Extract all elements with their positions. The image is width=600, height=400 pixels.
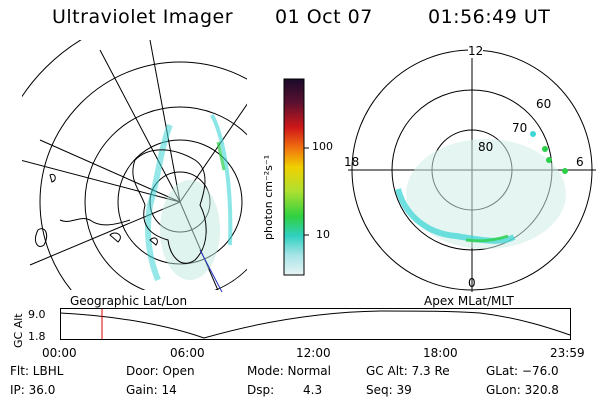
- aurora-oval-geo: [145, 123, 173, 282]
- colorbar-unit-label: photon cm⁻²s⁻¹: [262, 154, 275, 240]
- aurora-diffuse-apex: [406, 139, 566, 249]
- meridian: [99, 49, 181, 203]
- status-glon: GLon: 320.8: [486, 383, 559, 397]
- status-filter: Flt: LBHL: [10, 364, 64, 378]
- colorbar: [283, 78, 309, 276]
- status-ip: IP: 36.0: [10, 383, 56, 397]
- mlat-label-60: 60: [536, 97, 552, 111]
- alt-xtick-1200: 12:00: [296, 346, 331, 360]
- aurora-spot: [542, 146, 548, 152]
- altitude-plot: [60, 308, 571, 340]
- status-dsp-value: 4.3: [303, 383, 323, 397]
- apex-caption: Apex MLat/MLT: [424, 294, 514, 308]
- aurora-spot: [562, 168, 568, 174]
- mlat-label-70: 70: [512, 121, 528, 135]
- alt-xtick-0600: 06:00: [170, 346, 205, 360]
- alt-xtick-1800: 18:00: [423, 346, 458, 360]
- alt-xtick-0000: 00:00: [42, 346, 77, 360]
- lat-circle: [22, 40, 82, 98]
- status-dsp-label: Dsp:: [247, 383, 275, 397]
- mlt-label-0: 0: [468, 276, 476, 290]
- aurora-spot: [530, 131, 536, 137]
- geographic-map: [22, 40, 247, 293]
- meridian: [29, 201, 181, 266]
- colorbar-tick-10: 10: [316, 228, 330, 241]
- lat-circle: [84, 106, 247, 290]
- image-time: 01:56:49 UT: [428, 6, 551, 28]
- colorbar-tick-100: 100: [312, 140, 333, 153]
- status-door: Door: Open: [126, 364, 195, 378]
- aurora-spot: [546, 157, 552, 163]
- aurora-oval-apex: [395, 188, 516, 244]
- mlat-label-80: 80: [478, 140, 494, 154]
- meridian: [149, 40, 181, 203]
- aurora-green-patch: [216, 141, 226, 171]
- alt-xtick-2359: 23:59: [550, 346, 585, 360]
- geographic-caption: Geographic Lat/Lon: [70, 294, 188, 308]
- coastline-island: [49, 173, 56, 183]
- mlt-label-6: 6: [576, 155, 584, 169]
- alt-plot-ylabel: GC Alt: [12, 313, 25, 348]
- altitude-curve: [60, 310, 571, 339]
- status-gain: Gain: 14: [126, 383, 177, 397]
- lat-circle: [39, 61, 247, 290]
- status-glat: GLat: −76.0: [486, 364, 559, 378]
- satellite-track: [199, 249, 223, 293]
- mlt-label-12: 12: [468, 44, 484, 58]
- image-date: 01 Oct 07: [275, 6, 373, 28]
- coastline-island: [149, 237, 158, 246]
- coastline-peninsula: [59, 218, 131, 226]
- apex-polar-plot: [348, 48, 596, 292]
- instrument-title: Ultraviolet Imager: [52, 6, 234, 28]
- status-gc-alt: GC Alt: 7.3 Re: [366, 364, 450, 378]
- aurora-green-arc: [465, 234, 509, 243]
- coastline-antarctica: [132, 149, 207, 264]
- mlt-label-18: 18: [344, 155, 360, 169]
- alt-ytick-9: 9.0: [28, 308, 46, 321]
- coastline-island: [109, 232, 121, 243]
- aurora-arc-east: [210, 114, 233, 246]
- alt-ytick-1.8: 1.8: [28, 330, 46, 343]
- coastline-island: [35, 228, 48, 247]
- status-mode: Mode: Normal: [247, 364, 331, 378]
- aurora-diffuse: [160, 180, 220, 280]
- status-seq: Seq: 39: [366, 383, 412, 397]
